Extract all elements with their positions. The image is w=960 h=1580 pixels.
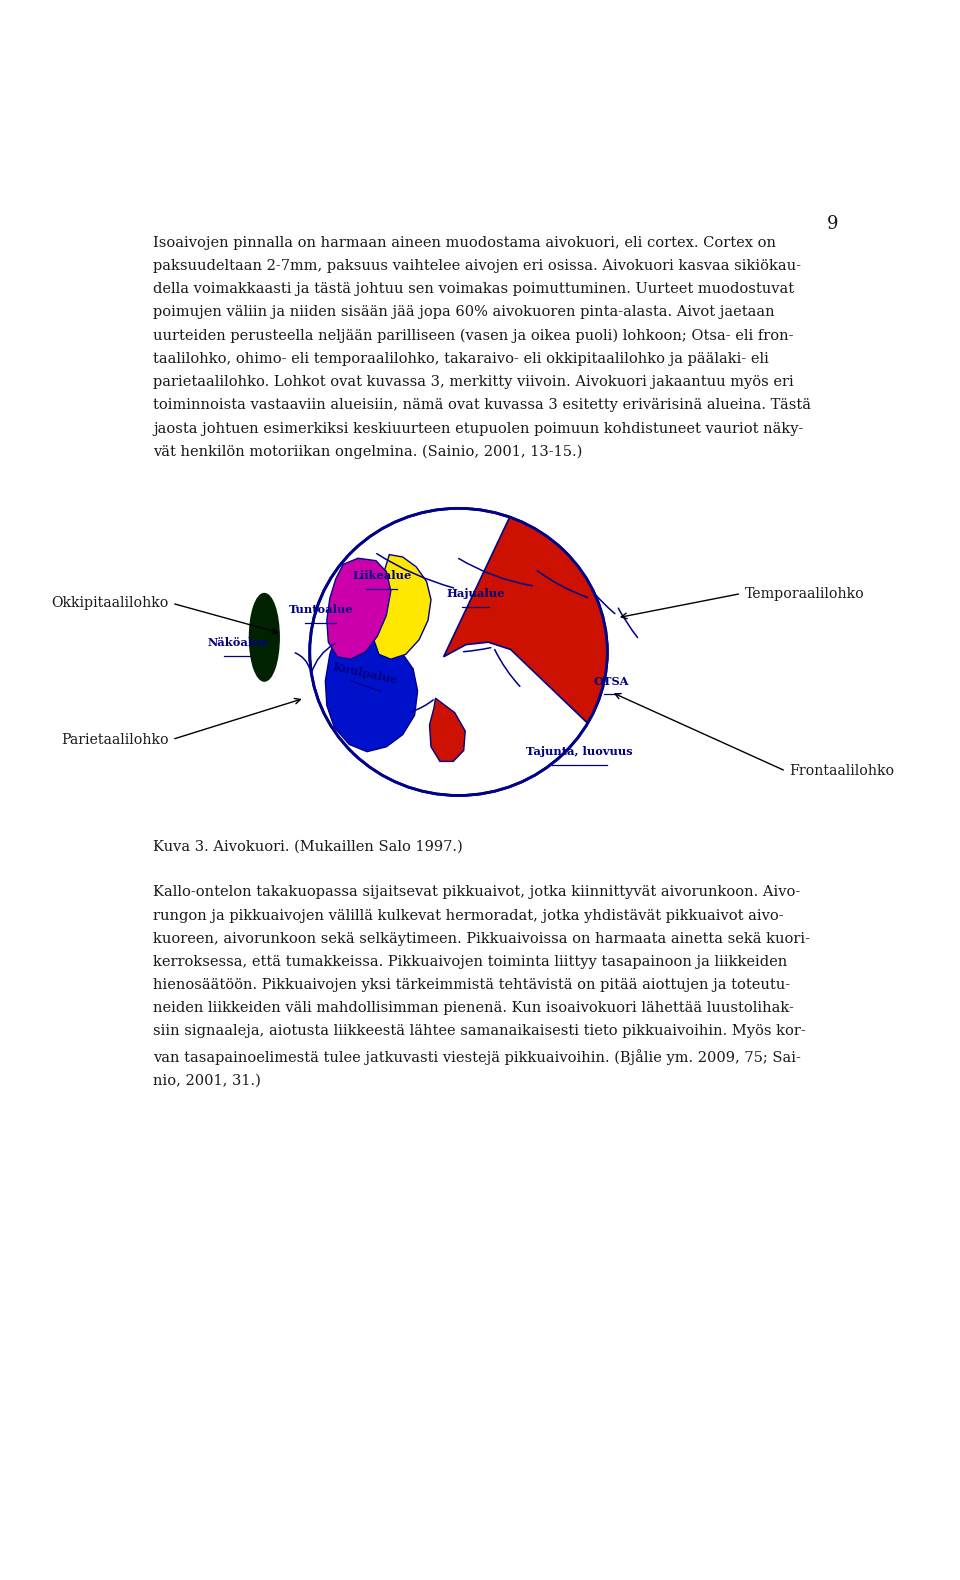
- Text: Temporaalilohko: Temporaalilohko: [745, 586, 865, 600]
- Text: Parietaalilohko: Parietaalilohko: [60, 733, 168, 746]
- Text: Hajualue: Hajualue: [446, 588, 505, 599]
- Text: Tajunta, luovuus: Tajunta, luovuus: [526, 746, 633, 757]
- Text: Okkipitaalilohko: Okkipitaalilohko: [51, 596, 168, 610]
- Polygon shape: [326, 558, 391, 659]
- Ellipse shape: [250, 594, 279, 681]
- Polygon shape: [429, 698, 466, 762]
- Text: 9: 9: [827, 215, 838, 234]
- Text: Frontaalilohko: Frontaalilohko: [789, 765, 895, 777]
- Polygon shape: [325, 627, 418, 752]
- Polygon shape: [444, 517, 608, 724]
- Text: Liikealue: Liikealue: [352, 570, 412, 581]
- Text: Kuulpalue: Kuulpalue: [332, 662, 399, 686]
- Polygon shape: [372, 555, 431, 659]
- Text: Isoaivojen pinnalla on harmaan aineen muodostama aivokuori, eli cortex. Cortex o: Isoaivojen pinnalla on harmaan aineen mu…: [154, 235, 811, 460]
- Text: Näköalue: Näköalue: [207, 637, 268, 648]
- Text: Tuntoalue: Tuntoalue: [289, 604, 353, 615]
- Text: Kallo-ontelon takakuopassa sijaitsevat pikkuaivot, jotka kiinnittyvät aivorunkoo: Kallo-ontelon takakuopassa sijaitsevat p…: [154, 885, 810, 1089]
- Ellipse shape: [310, 509, 608, 795]
- Text: OTSA: OTSA: [593, 676, 629, 687]
- Text: Kuva 3. Aivokuori. (Mukaillen Salo 1997.): Kuva 3. Aivokuori. (Mukaillen Salo 1997.…: [154, 839, 464, 853]
